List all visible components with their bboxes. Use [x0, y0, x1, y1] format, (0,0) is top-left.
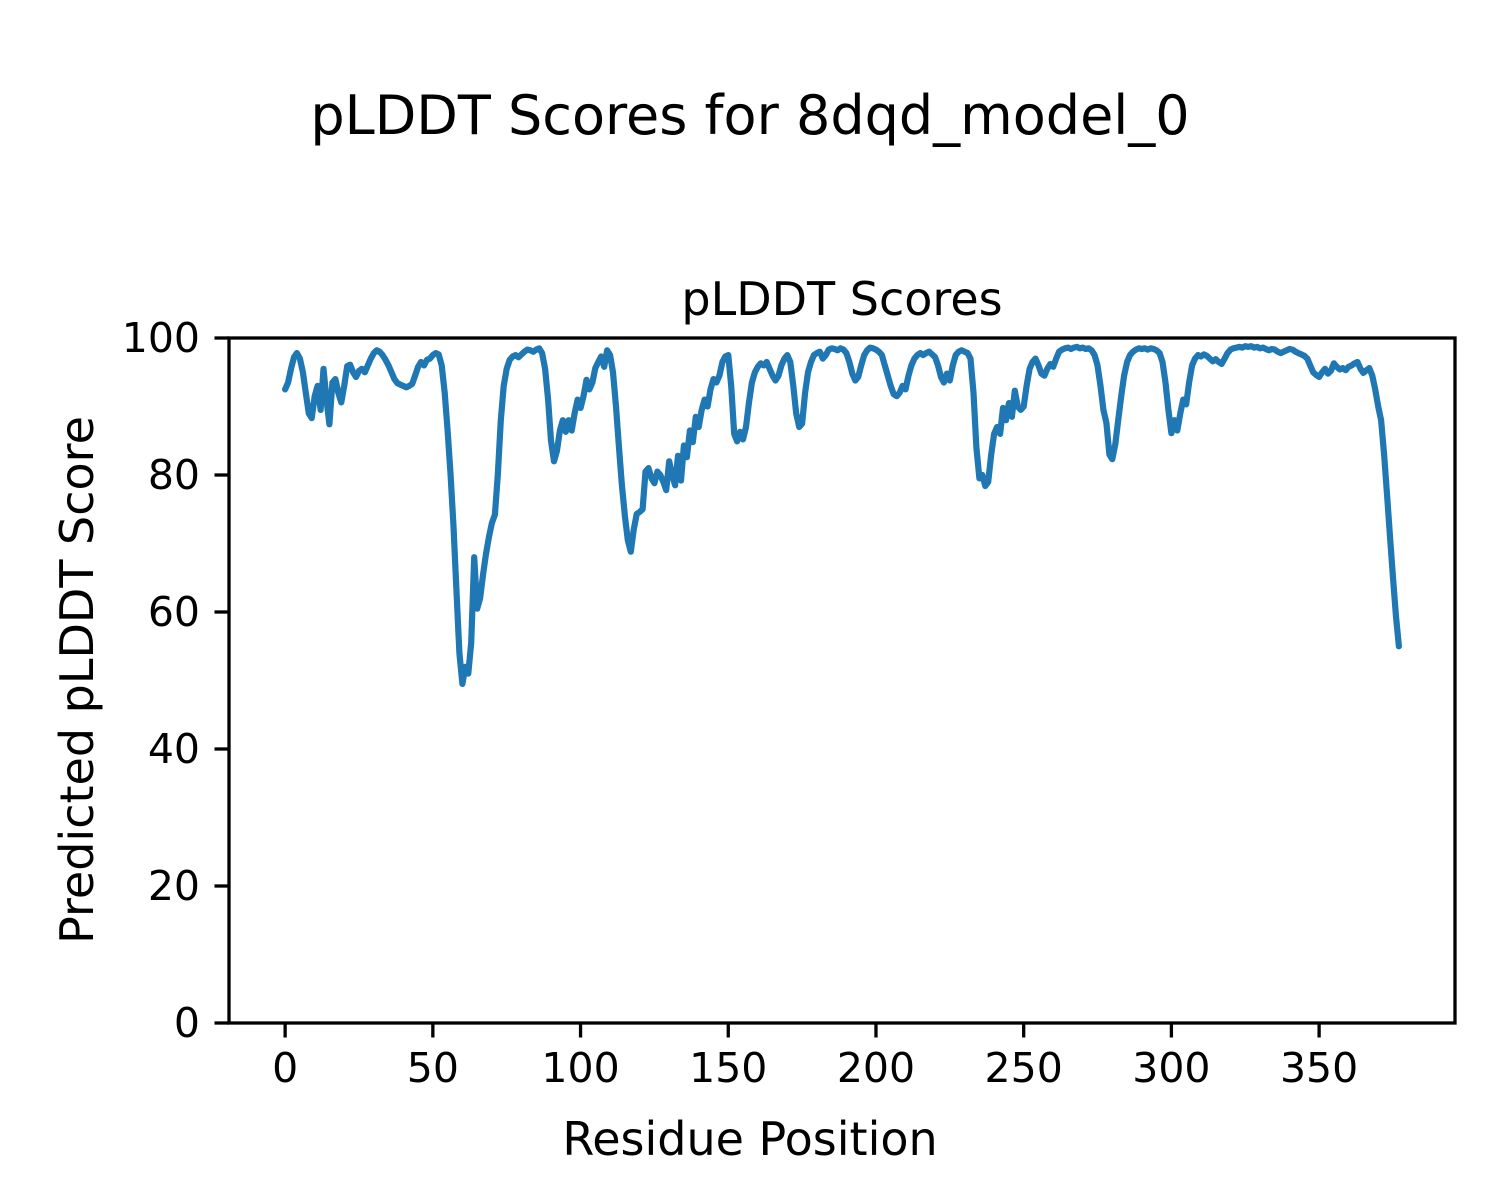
plddt-line-series: [282, 343, 1403, 688]
y-tick-label: 20: [147, 862, 200, 910]
x-tick-label: 200: [836, 1044, 916, 1092]
y-tick-label: 40: [147, 725, 200, 773]
x-tick-label: 300: [1132, 1044, 1211, 1092]
x-tick-label: 0: [272, 1044, 299, 1092]
tick-marks: [214, 336, 1321, 1038]
x-tick-label: 50: [406, 1044, 459, 1092]
y-tick-label: 100: [121, 314, 200, 362]
x-axis-label: Residue Position: [562, 1112, 938, 1166]
x-tick-label: 350: [1279, 1044, 1359, 1092]
x-tick-label: 100: [541, 1044, 620, 1092]
axes-spines: [227, 336, 1457, 1025]
y-tick-label: 60: [147, 588, 200, 636]
y-tick-label: 80: [147, 451, 200, 499]
axes-title: pLDDT Scores: [681, 272, 1003, 326]
x-tick-label: 150: [689, 1044, 768, 1092]
figure-suptitle: pLDDT Scores for 8dqd_model_0: [310, 84, 1190, 147]
x-tick-label: 250: [984, 1044, 1063, 1092]
y-tick-label: 0: [173, 999, 200, 1047]
